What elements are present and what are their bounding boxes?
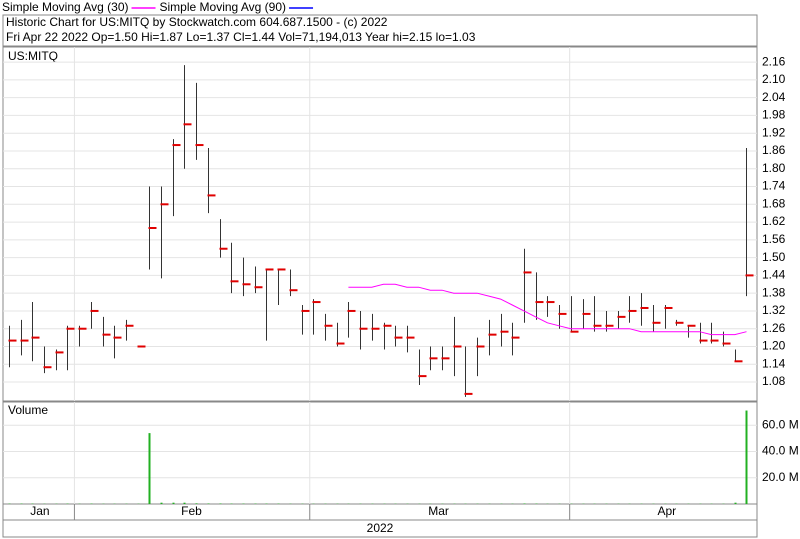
y-tick-label: 2.10 [762, 72, 786, 86]
price-panel [2, 46, 758, 402]
y-tick-label: 1.62 [762, 214, 786, 228]
volume-bar [172, 502, 175, 504]
y-tick-label: 1.38 [762, 285, 786, 299]
y-tick-label: 1.26 [762, 321, 786, 335]
y-tick-label: 1.86 [762, 143, 786, 157]
legend-label: Simple Moving Avg (30) [2, 0, 129, 14]
volume-bar [160, 502, 163, 504]
symbol-label: US:MITQ [8, 49, 58, 63]
x-tick-label: Apr [658, 504, 677, 518]
volume-bar [219, 503, 222, 504]
moving-average [348, 283, 747, 336]
y-tick-label: 1.08 [762, 374, 786, 388]
y-tick-label: 1.14 [762, 356, 786, 370]
y-tick-label: 1.44 [762, 268, 786, 282]
y-tick-label: 1.20 [762, 339, 786, 353]
x-tick-label: Jan [30, 504, 49, 518]
month-axis [2, 503, 758, 521]
y-tick-label: 20.0 M [762, 470, 799, 484]
volume-bar [183, 502, 186, 504]
y-tick-label: 60.0 M [762, 417, 799, 431]
year-axis [2, 519, 758, 538]
chart-title: Historic Chart for US:MITQ by Stockwatch… [6, 15, 388, 29]
y-tick-label: 2.04 [762, 90, 786, 104]
y-tick-label: 1.74 [762, 179, 786, 193]
volume-bar [734, 502, 737, 504]
year-label: 2022 [367, 521, 394, 535]
y-tick-label: 1.80 [762, 161, 786, 175]
volume-panel [2, 401, 758, 505]
volume-bar [207, 503, 210, 504]
chart-subtitle: Fri Apr 22 2022 Op=1.50 Hi=1.87 Lo=1.37 … [6, 30, 476, 44]
volume-title: Volume [8, 403, 48, 417]
legend-label: Simple Moving Avg (90) [160, 0, 287, 14]
y-tick-label: 1.68 [762, 196, 786, 210]
y-tick-label: 40.0 M [762, 444, 799, 458]
volume-bar [195, 503, 198, 504]
y-tick-label: 1.56 [762, 232, 786, 246]
x-tick-label: Feb [181, 504, 202, 518]
y-tick-label: 1.92 [762, 125, 786, 139]
x-tick-label: Mar [428, 504, 449, 518]
volume-bar [148, 433, 151, 504]
y-tick-label: 2.16 [762, 54, 786, 68]
header-box [2, 14, 758, 47]
volume-bar [523, 503, 526, 504]
volume-bar [745, 410, 748, 504]
y-tick-label: 1.98 [762, 108, 786, 122]
y-tick-label: 1.32 [762, 303, 786, 317]
y-tick-label: 1.50 [762, 250, 786, 264]
